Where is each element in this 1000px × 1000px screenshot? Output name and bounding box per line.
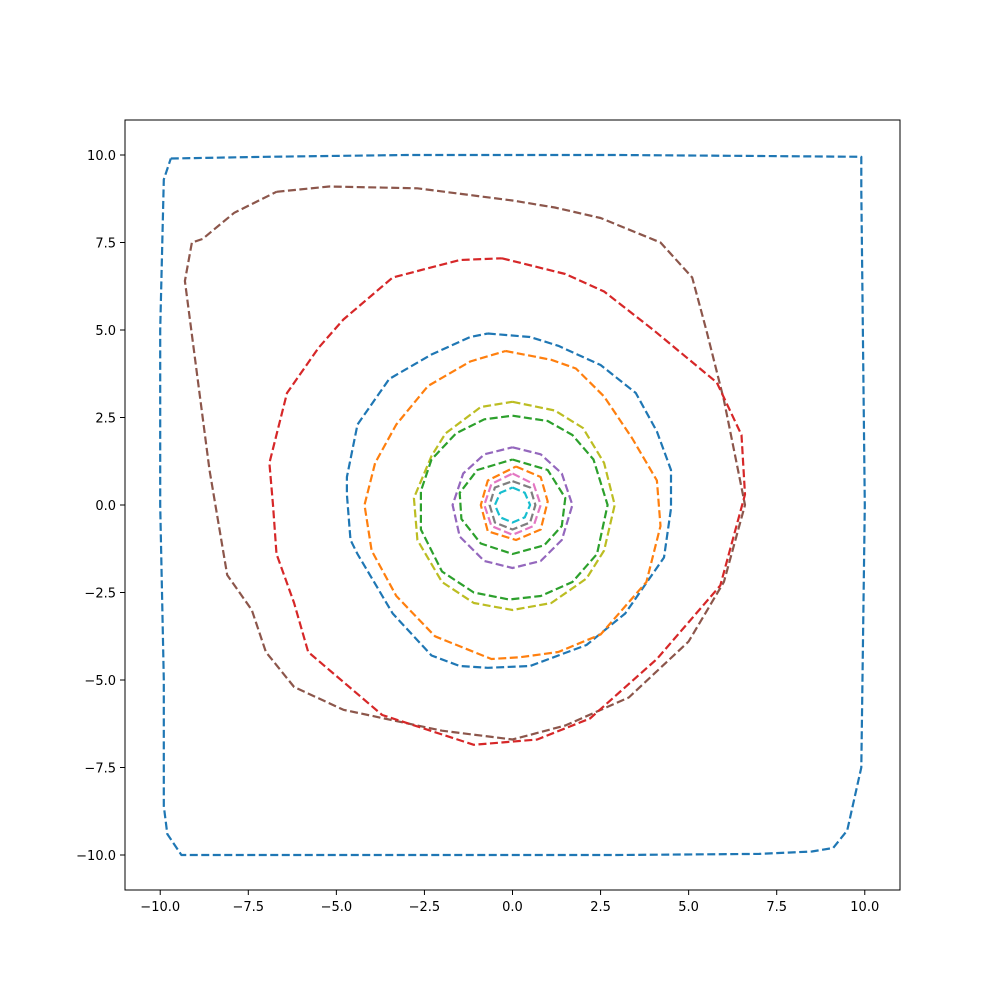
y-tick-label: 10.0 — [87, 149, 116, 164]
series-layer — [159, 153, 866, 857]
contour-line-9 — [458, 458, 567, 556]
contour-line-3 — [268, 257, 747, 746]
x-tick-label: 0.0 — [502, 900, 523, 915]
y-tick-label: −10.0 — [76, 849, 116, 864]
x-tick-label: 5.0 — [678, 900, 699, 915]
contour-line-4 — [345, 332, 673, 669]
contour-line-8 — [451, 446, 574, 570]
contour-line-13 — [493, 486, 532, 524]
y-tick-label: 7.5 — [95, 237, 116, 252]
x-tick-label: −7.5 — [233, 900, 265, 915]
y-tick-label: 0.0 — [95, 499, 116, 514]
plot-frame — [124, 119, 901, 891]
x-tick-label: 2.5 — [590, 900, 611, 915]
contour-line-5 — [363, 349, 662, 661]
x-tick-label: −2.5 — [409, 900, 441, 915]
x-tick-label: −10.0 — [140, 900, 180, 915]
x-tick-label: 7.5 — [766, 900, 787, 915]
contour-line-10 — [479, 465, 549, 542]
contour-line-2 — [183, 185, 747, 741]
y-tick-label: 5.0 — [95, 324, 116, 339]
contour-line-12 — [488, 480, 537, 531]
x-tick-label: 10.0 — [850, 900, 879, 915]
contour-line-7 — [419, 414, 609, 601]
y-tick-label: −5.0 — [84, 674, 116, 689]
contour-line-1 — [159, 153, 866, 857]
contour-line-11 — [483, 472, 542, 536]
x-tick-label: −5.0 — [321, 900, 353, 915]
y-tick-label: −2.5 — [84, 587, 116, 602]
contour-line-6 — [412, 400, 616, 612]
tick-layer: −10.0 −7.5 −5.0 −2.5 0.0 2.5 5.0 7.5 10.0 10.0 7.5… — [76, 149, 879, 915]
y-tick-label: −7.5 — [84, 762, 116, 777]
y-tick-label: 2.5 — [95, 412, 116, 427]
